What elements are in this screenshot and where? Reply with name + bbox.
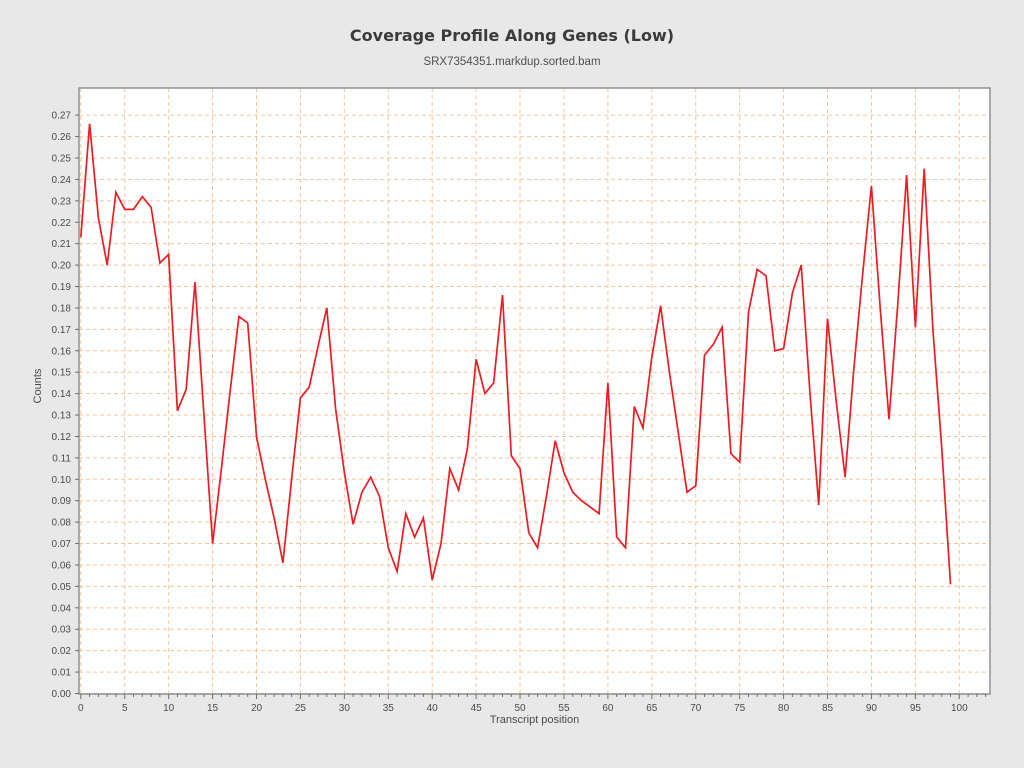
y-tick-label: 0.25 xyxy=(52,154,72,165)
x-tick-label: 90 xyxy=(866,703,878,714)
y-tick-label: 0.19 xyxy=(52,282,72,293)
y-tick-label: 0.14 xyxy=(52,389,72,400)
x-tick-label: 80 xyxy=(778,703,790,714)
y-tick-label: 0.26 xyxy=(52,132,72,143)
x-tick-label: 85 xyxy=(822,703,834,714)
y-tick-label: 0.02 xyxy=(52,646,72,657)
x-tick-label: 60 xyxy=(602,703,614,714)
y-tick-label: 0.27 xyxy=(52,111,72,122)
tick-labels: 0.00 0.01 0.02 0.03 0.04 0.05 0.06 0.07 0.08 0.09… xyxy=(52,111,969,714)
y-tick-label: 0.20 xyxy=(52,261,72,272)
x-tick-label: 25 xyxy=(295,703,307,714)
y-tick-label: 0.09 xyxy=(52,496,72,507)
x-tick-label: 55 xyxy=(558,703,570,714)
x-tick-label: 10 xyxy=(163,703,175,714)
chart-title: Coverage Profile Along Genes (Low) xyxy=(349,26,675,45)
x-tick-label: 100 xyxy=(951,703,968,714)
x-tick-label: 65 xyxy=(646,703,658,714)
x-tick-label: 30 xyxy=(339,703,351,714)
y-tick-label: 0.24 xyxy=(52,175,72,186)
y-tick-label: 0.06 xyxy=(52,560,72,571)
y-tick-label: 0.08 xyxy=(52,518,72,529)
chart-subtitle: SRX7354351.markdup.sorted.bam xyxy=(423,56,601,68)
x-tick-label: 15 xyxy=(207,703,219,714)
x-tick-label: 70 xyxy=(690,703,702,714)
y-tick-label: 0.00 xyxy=(52,689,72,700)
plot-background xyxy=(79,88,990,694)
axis-ticks xyxy=(75,114,987,699)
y-tick-label: 0.04 xyxy=(52,603,72,614)
y-axis-title: Counts xyxy=(32,368,44,404)
y-tick-label: 0.13 xyxy=(52,411,72,422)
x-tick-label: 45 xyxy=(471,703,483,714)
x-tick-label: 40 xyxy=(427,703,439,714)
y-tick-label: 0.11 xyxy=(52,453,71,464)
x-tick-label: 95 xyxy=(910,703,922,714)
x-tick-label: 0 xyxy=(78,703,84,714)
x-tick-label: 50 xyxy=(514,703,526,714)
y-tick-label: 0.10 xyxy=(52,475,72,486)
y-tick-label: 0.17 xyxy=(52,325,72,336)
y-tick-label: 0.05 xyxy=(52,582,72,593)
y-tick-label: 0.22 xyxy=(52,218,72,229)
x-tick-label: 75 xyxy=(734,703,746,714)
x-tick-label: 35 xyxy=(383,703,395,714)
y-tick-label: 0.01 xyxy=(52,668,72,679)
plot-border xyxy=(78,87,991,695)
y-tick-label: 0.15 xyxy=(52,368,72,379)
y-tick-label: 0.23 xyxy=(52,196,72,207)
series-line xyxy=(79,123,952,585)
y-tick-label: 0.18 xyxy=(52,303,72,314)
y-tick-label: 0.03 xyxy=(52,625,72,636)
x-axis-title: Transcript position xyxy=(489,714,580,726)
x-tick-label: 20 xyxy=(251,703,263,714)
y-tick-label: 0.07 xyxy=(52,539,72,550)
x-tick-label: 5 xyxy=(122,703,128,714)
y-tick-label: 0.16 xyxy=(52,346,72,357)
y-tick-label: 0.12 xyxy=(52,432,72,443)
y-tick-label: 0.21 xyxy=(52,239,72,250)
